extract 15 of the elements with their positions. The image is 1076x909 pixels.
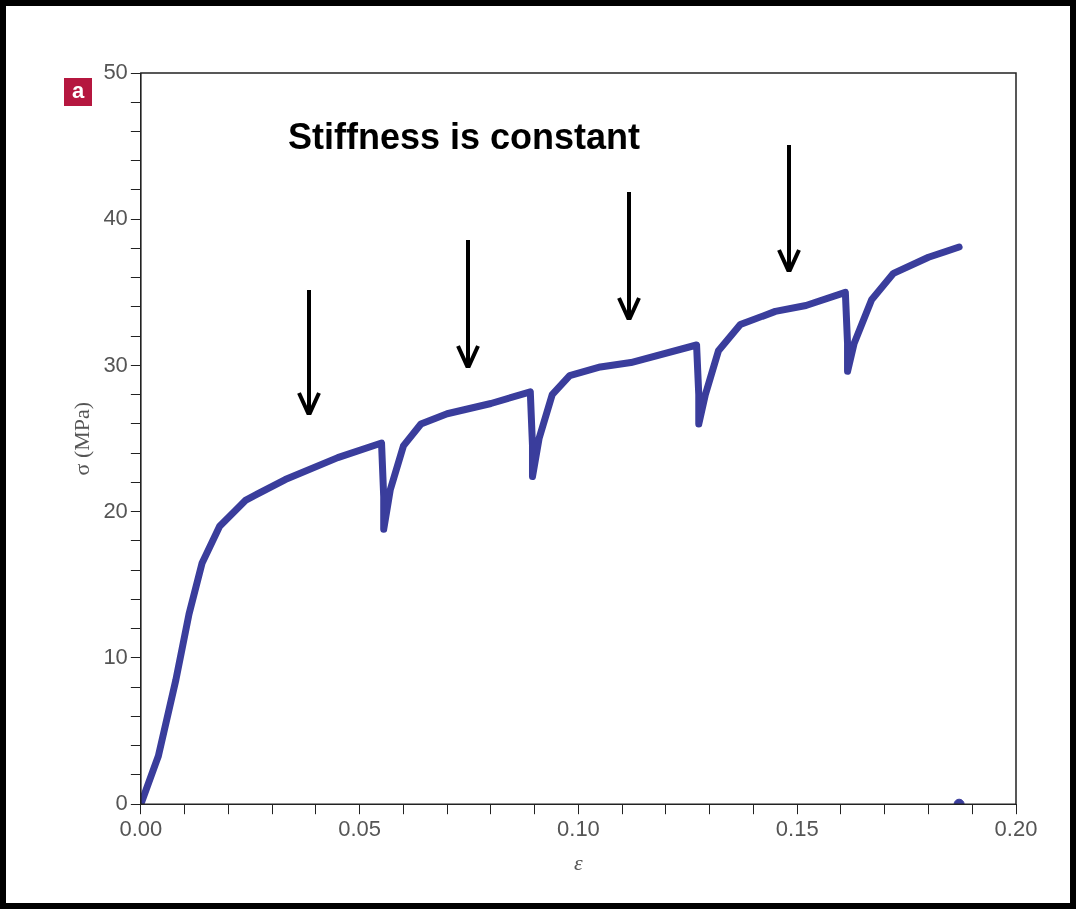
x-tick-label: 0.15 bbox=[775, 816, 819, 842]
x-axis-title: ε bbox=[574, 849, 584, 875]
y-tick-label: 50 bbox=[103, 59, 128, 85]
x-tick-label: 0.05 bbox=[338, 816, 382, 842]
y-tick-label: 0 bbox=[115, 790, 128, 816]
y-tick-label: 30 bbox=[103, 351, 128, 377]
x-tick-label: 0.20 bbox=[994, 816, 1038, 842]
x-tick-label: 0.00 bbox=[119, 816, 163, 842]
annotation: Stiffness is constant bbox=[288, 116, 641, 158]
y-tick-label: 10 bbox=[103, 644, 128, 670]
y-tick-label: 20 bbox=[103, 497, 128, 523]
x-tick-label: 0.10 bbox=[557, 816, 600, 842]
y-tick-label: 40 bbox=[103, 205, 128, 231]
text: a bbox=[64, 78, 92, 106]
y-axis-title: σ (MPa) bbox=[68, 401, 94, 476]
